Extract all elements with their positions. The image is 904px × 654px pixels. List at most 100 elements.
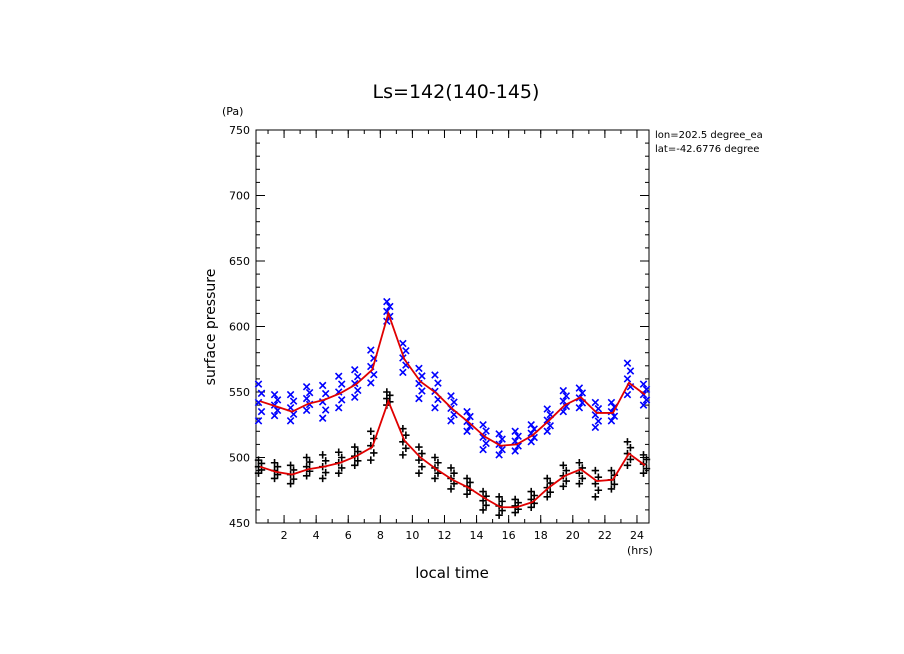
scatter-point-plus (527, 503, 535, 511)
scatter-point-x (623, 390, 632, 399)
scatter-point-plus (562, 477, 570, 485)
scatter-point-x (318, 414, 327, 422)
scatter-point-x (334, 403, 343, 412)
scatter-point-plus (318, 474, 327, 483)
scatter-point-plus (591, 466, 600, 475)
scatter-point-x (270, 411, 279, 420)
scatter-point-x (350, 365, 359, 374)
scatter-point-plus (286, 480, 295, 488)
scatter-point-x (334, 372, 343, 381)
scatter-point-plus (447, 485, 455, 493)
x-tick-label: 18 (534, 529, 548, 542)
x-tick-label: 24 (630, 529, 644, 542)
scatter-point-x (318, 381, 327, 390)
scatter-point-x (302, 406, 311, 415)
scatter-point-plus (543, 493, 551, 501)
scatter-point-x (254, 380, 263, 388)
scatter-point-plus (447, 464, 455, 472)
scatter-point-x (479, 445, 487, 454)
scatter-point-plus (335, 448, 343, 456)
scatter-point-plus (623, 438, 632, 446)
scatter-point-plus (639, 469, 648, 477)
mean-line (259, 398, 646, 509)
scatter-point-plus (530, 491, 538, 500)
x-axis-label: local time (415, 564, 489, 582)
scatter-point-x (302, 394, 311, 403)
scatter-point-x (594, 404, 603, 413)
y-tick-label: 700 (229, 190, 250, 203)
y-tick-label: 650 (229, 255, 250, 268)
scatter-point-plus (607, 466, 616, 475)
x-tick-label: 16 (502, 529, 516, 542)
scatter-point-x (257, 407, 266, 416)
scatter-point-plus (511, 495, 519, 504)
plot-frame (255, 129, 650, 524)
scatter-point-x (431, 371, 439, 379)
scatter-point-plus (367, 456, 375, 464)
scatter-point-plus (575, 480, 584, 488)
scatter-point-x (402, 346, 410, 355)
y-tick-label: 750 (229, 124, 250, 137)
scatter-point-x (543, 427, 552, 436)
x-tick-label: 6 (345, 529, 352, 542)
scatter-point-plus (479, 506, 487, 514)
scatter-point-x (559, 397, 568, 405)
scatter-point-x (575, 384, 584, 392)
scatter-point-x (514, 432, 522, 440)
scatter-point-x (270, 390, 279, 399)
scatter-point-plus (367, 427, 375, 435)
scatter-point-x (254, 417, 263, 425)
scatter-point-x (527, 438, 535, 446)
scatter-point-plus (254, 456, 263, 464)
scatter-point-plus (302, 453, 311, 462)
scatter-point-x (511, 427, 519, 436)
scatter-point-x (415, 394, 423, 403)
scatter-point-x (482, 427, 490, 435)
scatter-point-plus (402, 431, 410, 439)
scatter-point-plus (498, 497, 506, 506)
scatter-point-plus (434, 459, 442, 467)
scatter-point-x (623, 359, 632, 367)
scatter-point-x (642, 385, 651, 394)
scatter-point-x (367, 379, 375, 387)
scatter-point-x (463, 427, 471, 436)
scatter-point-x (254, 398, 263, 407)
scatter-point-x (578, 389, 587, 397)
scatter-point-x (447, 392, 455, 400)
scatter-point-x (386, 302, 394, 311)
scatter-point-plus (562, 466, 570, 475)
scatter-point-x (591, 398, 600, 407)
scatter-point-plus (495, 493, 503, 501)
scatter-point-x (594, 417, 603, 425)
scatter-point-plus (338, 453, 346, 462)
scatter-point-plus (466, 478, 474, 487)
scatter-point-plus (321, 468, 330, 477)
scatter-point-x (257, 389, 266, 398)
scatter-point-x (286, 417, 295, 425)
scatter-point-x (302, 382, 311, 391)
scatter-point-plus (594, 486, 603, 494)
scatter-point-plus (479, 487, 487, 496)
scatter-point-plus (418, 462, 426, 471)
scatter-point-x (367, 346, 375, 354)
scatter-point-x (415, 364, 423, 373)
scatter-point-plus (370, 449, 378, 457)
scatter-point-plus (639, 451, 648, 459)
scatter-point-plus (351, 443, 359, 451)
scatter-point-x (527, 420, 535, 429)
scatter-point-x (479, 420, 487, 429)
scatter-point-x (353, 386, 362, 395)
x-unit-label: (hrs) (627, 544, 653, 557)
scatter-point-plus (463, 490, 471, 498)
scatter-point-plus (286, 461, 295, 470)
scatter-point-plus (418, 449, 426, 458)
scatter-point-x (543, 416, 552, 424)
scatter-point-x (498, 445, 506, 454)
scatter-point-x (418, 372, 426, 380)
scatter-point-x (623, 375, 632, 383)
scatter-point-plus (335, 469, 343, 477)
y-unit-label: (Pa) (222, 105, 243, 118)
data-marks (254, 297, 651, 519)
scatter-point-plus (575, 459, 584, 467)
